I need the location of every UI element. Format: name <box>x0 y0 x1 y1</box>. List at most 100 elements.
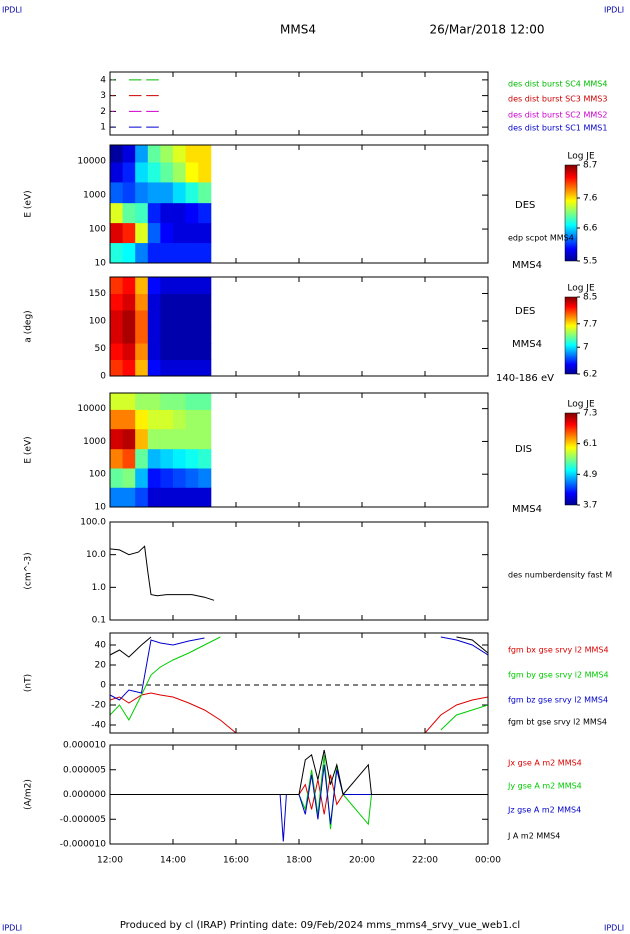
colorbar-tick-label: 6.1 <box>583 439 597 449</box>
spectrogram-cell <box>198 202 212 224</box>
spectrogram-cell <box>160 161 174 183</box>
spectrogram-cell <box>135 181 149 204</box>
spectrogram-cell <box>147 409 161 430</box>
colorbar-tick-label: 7.3 <box>583 409 597 419</box>
legend-entry: fgm by gse srvy l2 MMS4 <box>508 671 609 680</box>
spectrogram-cell <box>122 242 136 263</box>
spectrogram-cell <box>185 487 199 507</box>
y-tick-label: 10 <box>95 259 107 269</box>
spectrogram-cell <box>110 145 124 163</box>
y-tick-label: 2 <box>100 107 106 117</box>
series-line <box>110 545 215 601</box>
spectrogram-cell <box>122 359 136 376</box>
y-tick-label: 100 <box>89 225 106 235</box>
spectrogram-cell <box>110 202 124 224</box>
legend-entry: fgm bx gse srvy l2 MMS4 <box>508 646 609 655</box>
spectrogram-cell <box>122 293 136 311</box>
y-tick-label: -40 <box>91 721 106 731</box>
panel-frame <box>109 71 489 136</box>
spectrogram-cell <box>110 448 124 469</box>
spectrogram-cell <box>198 409 212 430</box>
panel-frame <box>109 144 489 264</box>
panel-frame <box>109 632 489 734</box>
y-tick-label: 10000 <box>77 404 106 414</box>
y-tick-label: 0.000010 <box>63 741 106 751</box>
spectrogram-cell <box>198 448 212 469</box>
spectrogram-cell <box>135 161 149 183</box>
spectrogram-cell <box>185 409 199 430</box>
spectrogram-cell <box>122 202 136 224</box>
spectrogram-cell <box>198 393 212 410</box>
spectrogram-cell <box>135 448 149 469</box>
colorbar <box>564 296 578 375</box>
spectrogram-cell <box>198 359 212 376</box>
y-axis-label: (A/m2) <box>24 779 34 810</box>
y-axis-label: (nT) <box>24 674 34 692</box>
spectrogram-cell <box>185 181 199 204</box>
legend-entry: fgm bt gse srvy l2 MMS4 <box>508 718 607 727</box>
spectrogram-cell <box>110 467 124 488</box>
spectrogram-cell <box>110 161 124 183</box>
spectrogram-cell <box>122 161 136 183</box>
spectrogram-cell <box>160 242 174 263</box>
y-tick-label: 10000 <box>77 157 106 167</box>
y-axis-label: (cm^-3) <box>24 552 34 589</box>
spectrogram-cell <box>173 393 187 410</box>
panel-label: MMS4 <box>512 339 542 350</box>
colorbar-tick-label: 7.6 <box>583 194 598 204</box>
corner-label: IPDLI <box>2 6 22 15</box>
spectrogram-cell <box>160 277 174 294</box>
y-tick-label: 40 <box>95 641 107 651</box>
spectrogram-cell <box>198 343 212 360</box>
x-tick-label: 12:00 <box>97 856 123 866</box>
spectrogram-cell <box>185 343 199 360</box>
corner-label: IPDLI <box>2 924 22 933</box>
spectrogram-cell <box>185 393 199 410</box>
spectrogram-cell <box>173 293 187 311</box>
spectrogram-cell <box>198 161 212 183</box>
spectrogram-cell <box>173 310 187 327</box>
colorbar-tick-label: 7 <box>583 343 589 353</box>
spectrogram-cell <box>147 343 161 360</box>
spectrogram-cell <box>185 310 199 327</box>
series-line <box>110 636 488 658</box>
colorbar-tick-label: 3.7 <box>583 501 597 511</box>
y-tick-label: 0.1 <box>92 616 106 626</box>
spectrogram-cell <box>185 326 199 344</box>
spectrogram-cell <box>110 222 124 244</box>
panel-label: 140-186 eV <box>496 373 554 384</box>
spectrogram-cell <box>147 293 161 311</box>
y-tick-label: 1000 <box>83 437 106 447</box>
spectrogram-cell <box>135 242 149 263</box>
spectrogram-cell <box>110 181 124 204</box>
spectrogram-cell <box>147 487 161 507</box>
spectrogram-cell <box>122 343 136 360</box>
panel-label: DIS <box>515 444 532 455</box>
colorbar-label: Log JE <box>567 284 595 294</box>
spectrogram-cell <box>198 467 212 488</box>
spectrogram-cell <box>173 145 187 163</box>
legend-entry: des dist burst SC3 MMS3 <box>508 95 607 104</box>
spectrogram-cell <box>147 467 161 488</box>
spectrogram-cell <box>173 448 187 469</box>
spectrogram-cell <box>147 448 161 469</box>
legend-entry: Jy gse A m2 MMS4 <box>507 782 582 791</box>
panel-frame <box>109 521 489 621</box>
y-tick-label: 0.000005 <box>63 765 106 775</box>
spectrogram-cell <box>173 409 187 430</box>
spectrogram-cell <box>160 393 174 410</box>
y-tick-label: 1.0 <box>92 583 107 593</box>
colorbar-tick-label: 8.5 <box>583 293 597 303</box>
spectrogram-cell <box>147 181 161 204</box>
spectrogram-cell <box>160 467 174 488</box>
panel-label: DES <box>515 200 535 211</box>
spectrogram-cell <box>135 222 149 244</box>
x-tick-label: 14:00 <box>160 856 186 866</box>
y-axis-label: E (eV) <box>24 436 34 463</box>
panel-frame <box>109 392 489 508</box>
colorbar <box>564 412 578 506</box>
spectrogram-cell <box>122 326 136 344</box>
spectrogram-cell <box>135 326 149 344</box>
colorbar-tick-label: 7.7 <box>583 319 597 329</box>
